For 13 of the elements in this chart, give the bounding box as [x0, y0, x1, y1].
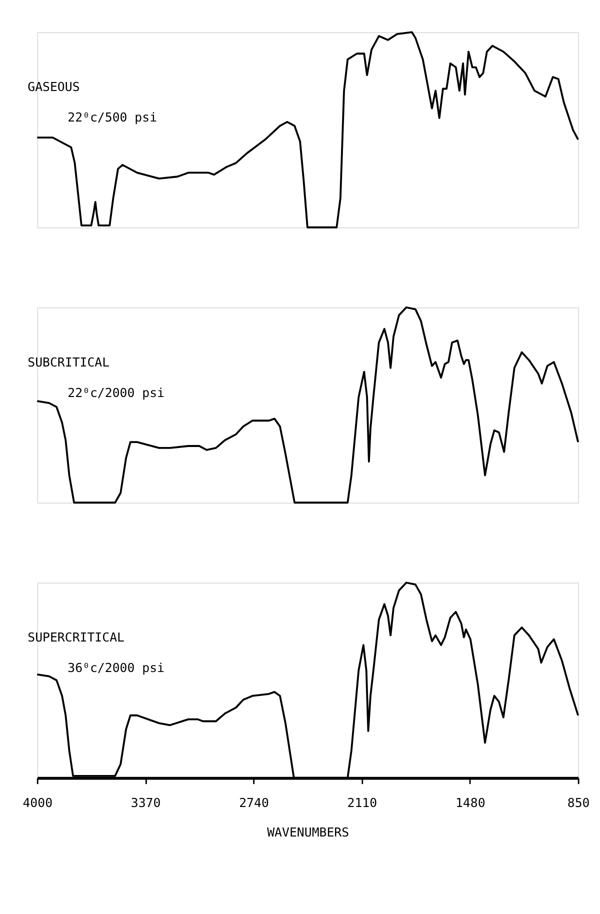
- x-tick-label: 1480: [455, 796, 486, 810]
- x-axis-title: WAVENUMBERS: [267, 825, 350, 840]
- x-tick-label: 3370: [130, 796, 161, 810]
- annotation: 22⁰c/2000 psi: [68, 386, 164, 400]
- text: GASEOUS: [28, 80, 80, 94]
- annotation: 22⁰c/500 psi: [68, 110, 158, 125]
- x-tick-label: 2110: [347, 796, 378, 810]
- text: SUPERCRITICAL: [28, 630, 124, 645]
- text: SUBCRITICAL: [28, 355, 110, 370]
- x-tick-label: 2740: [239, 796, 269, 810]
- x-tick-label: 4000: [22, 796, 53, 810]
- annotation: 36⁰c/2000 psi: [68, 661, 164, 676]
- x-tick-label: 850: [567, 796, 590, 810]
